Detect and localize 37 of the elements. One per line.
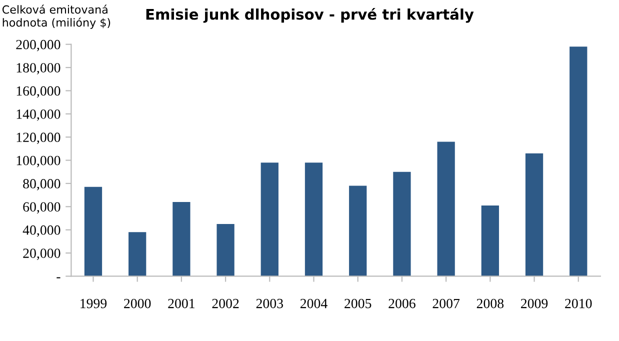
bar [260, 162, 278, 276]
bar [349, 186, 367, 276]
y-tick-label: 40,000 [22, 225, 60, 237]
bar [172, 202, 190, 276]
bar [437, 142, 455, 276]
x-tick-label: 2007 [432, 298, 460, 308]
x-tick-label: 1999 [80, 298, 107, 308]
y-tick-label: 160,000 [16, 86, 60, 98]
y-tick-label: 120,000 [16, 132, 60, 144]
y-tick-label: - [56, 277, 60, 278]
x-tick-label: 2010 [565, 298, 592, 308]
x-tick-label: 2003 [256, 298, 283, 308]
bar [570, 46, 588, 276]
x-tick-label: 2000 [124, 298, 151, 308]
bar [216, 224, 234, 276]
x-tick-label: 2008 [476, 298, 504, 308]
bar [525, 153, 544, 276]
y-tick-label: 180,000 [16, 63, 60, 74]
y-tick-label: 80,000 [23, 179, 60, 190]
x-tick-label: 2001 [168, 298, 194, 308]
y-axis-title: Celková emitovaná hodnota (milióny $) [2, 4, 110, 29]
x-tick-label: 2009 [520, 298, 548, 308]
y-tick-label: 20,000 [23, 248, 60, 260]
x-tick-label: 2005 [344, 298, 372, 308]
bar [481, 205, 499, 276]
bar [128, 232, 146, 276]
bar [84, 186, 102, 276]
y-tick-label: 140,000 [16, 109, 60, 121]
y-tick-label: 100,000 [16, 156, 60, 168]
x-tick-label: 2002 [212, 298, 239, 308]
x-tick-label: 2004 [300, 298, 328, 308]
y-tick-label: 200,000 [16, 40, 60, 52]
x-tick-label: 2006 [388, 298, 416, 308]
bar [393, 172, 411, 276]
y-tick-label: 60,000 [23, 202, 60, 214]
chart-title: Emisie junk dlhopisov - prvé tri kvartály [146, 8, 474, 23]
bar [304, 162, 323, 276]
